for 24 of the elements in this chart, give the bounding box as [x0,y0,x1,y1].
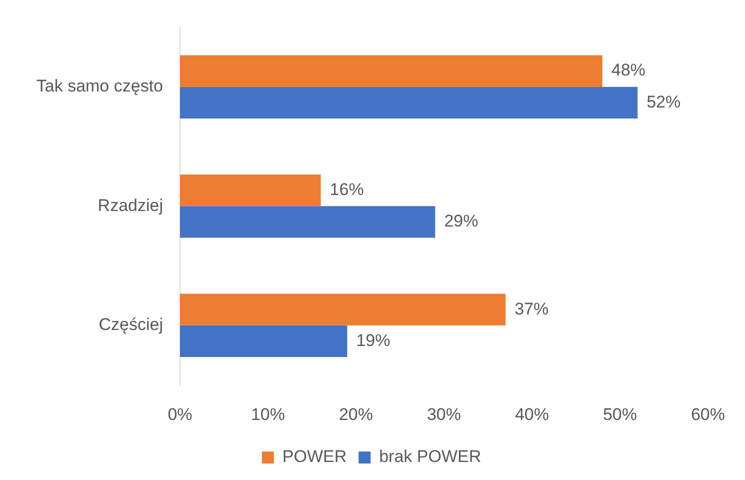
x-tick-label: 0% [168,404,192,424]
data-label: 48% [611,60,646,80]
bar [180,174,321,206]
x-tick-label: 20% [338,404,374,424]
x-tick-label: 60% [690,404,726,424]
bar [180,86,638,118]
data-label: 52% [646,92,681,112]
data-label: 16% [330,180,364,199]
data-label: 29% [444,212,478,231]
x-tick-label: 40% [514,404,550,424]
legend-label: POWER [282,447,347,466]
data-label: 19% [356,330,390,350]
legend-label: brak POWER [379,447,482,466]
y-tick-label: Częściej [98,315,163,334]
x-tick-label: 10% [250,404,286,424]
y-tick-label: Tak samo często [36,76,163,96]
bar [180,325,348,357]
data-label: 37% [514,299,549,318]
x-tick-label: 30% [426,404,462,424]
bar [180,294,506,326]
bar [180,206,436,238]
bar [180,55,602,87]
y-tick-label: Rzadziej [98,196,163,215]
x-tick-label: 50% [602,404,638,424]
